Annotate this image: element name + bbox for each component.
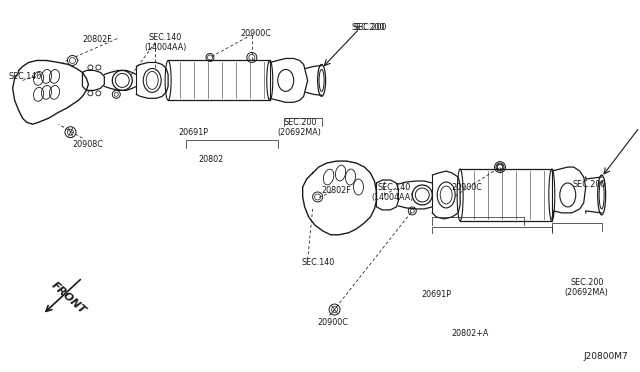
Text: 20900C: 20900C [240,29,271,38]
Text: 20900C: 20900C [451,183,482,192]
Text: 20908C: 20908C [72,140,103,149]
Text: SEC.200: SEC.200 [353,23,387,32]
Text: (14004AA): (14004AA) [144,42,187,52]
Text: SEC.200: SEC.200 [573,180,606,189]
Text: (20692MA): (20692MA) [564,288,609,296]
Circle shape [67,55,77,65]
Text: 20691P: 20691P [178,128,208,137]
Text: (20692MA): (20692MA) [278,128,322,137]
Text: SEC.140: SEC.140 [301,258,335,267]
Text: 20802F: 20802F [83,35,112,44]
Text: 20802: 20802 [198,155,223,164]
Text: FRONT: FRONT [49,280,88,315]
Text: J20800M7: J20800M7 [584,352,628,361]
Text: 20900C: 20900C [317,318,349,327]
Text: SEC.200: SEC.200 [284,118,317,127]
Text: 20802F: 20802F [322,186,351,195]
Text: 20691P: 20691P [421,290,451,299]
Text: 20802+A: 20802+A [451,330,488,339]
Text: SEC.200: SEC.200 [571,278,604,287]
Text: SEC.140: SEC.140 [9,73,42,81]
Text: SEC.200: SEC.200 [351,23,385,32]
Text: (14004AA): (14004AA) [371,193,414,202]
Text: SEC.140: SEC.140 [148,33,182,42]
Text: SEC.140: SEC.140 [378,183,411,192]
